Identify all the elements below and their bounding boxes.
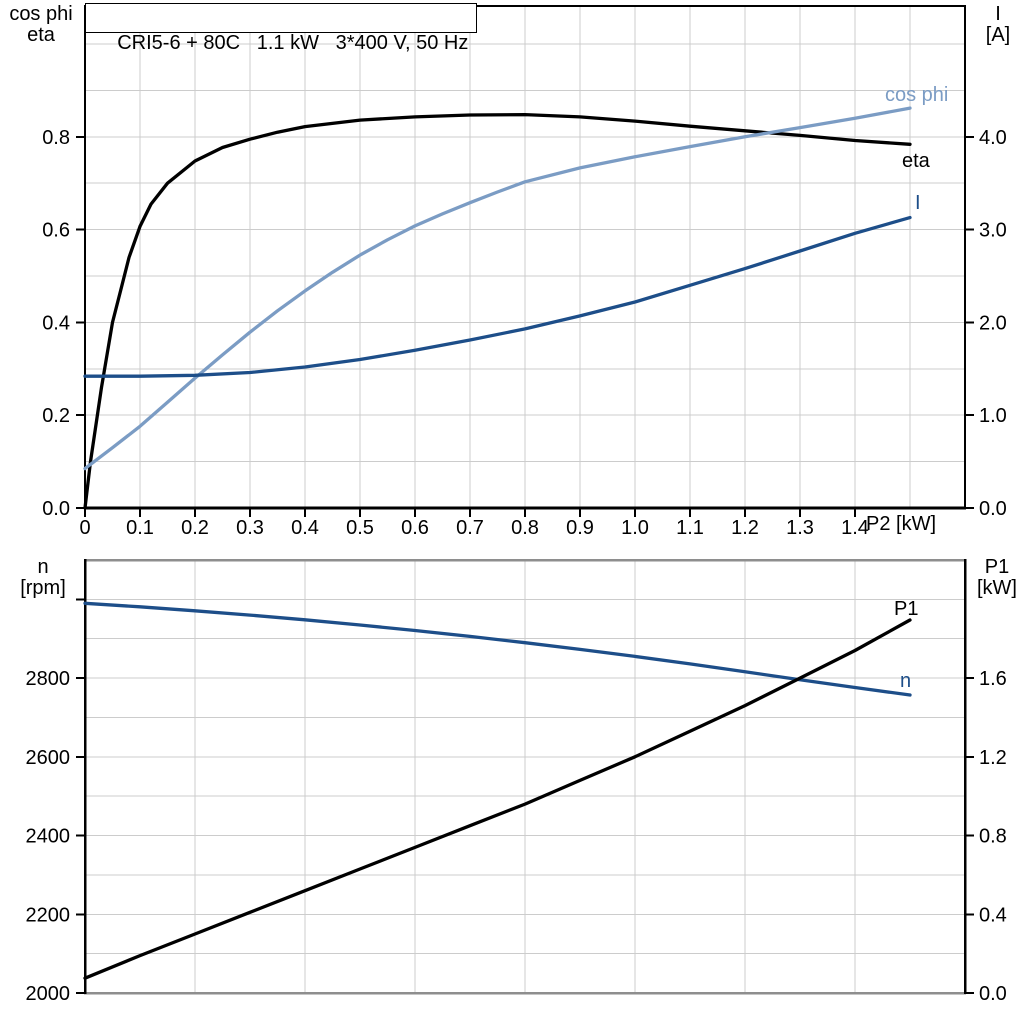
series-curve-I — [83, 215, 912, 378]
y-left-tick-label: 2800 — [26, 668, 71, 690]
y-right-tick-label: 0.0 — [979, 983, 1007, 1005]
bottom-left-axis-header: n [rpm] — [4, 557, 82, 599]
x-tick-label: 0.2 — [181, 517, 209, 539]
y-right-tick-label: 4.0 — [979, 127, 1007, 149]
y-left-tick-label: 0.2 — [42, 405, 70, 427]
bottom-right-axis-header: P1 [kW] — [972, 557, 1022, 599]
y-right-tick-label: 3.0 — [979, 220, 1007, 242]
x-tick-label: 1.2 — [731, 517, 759, 539]
power-axis-label-line2: [kW] — [977, 577, 1017, 599]
y-left-tick-label: 0.4 — [42, 312, 70, 334]
series-curve-n — [83, 601, 912, 697]
speed-axis-label-line2: [rpm] — [20, 577, 66, 599]
y-right-tick-label: 1.2 — [979, 747, 1007, 769]
y-left-tick-label: 0.0 — [42, 498, 70, 520]
curve-label-current: I — [915, 192, 921, 214]
y-left-tick-label: 2200 — [26, 904, 71, 926]
x-tick-label: 1.1 — [676, 517, 704, 539]
y-left-axis-label-line1: cos phi — [9, 3, 73, 25]
x-tick-label: 0.1 — [126, 517, 154, 539]
x-tick-label: 1.0 — [621, 517, 649, 539]
speed-axis-label-line1: n — [37, 556, 49, 578]
chart-title: CRI5-6 + 80C 1.1 kW 3*400 V, 50 Hz — [117, 32, 469, 54]
x-axis-label: P2 [kW] — [866, 513, 937, 535]
y-right-tick-label: 0.0 — [979, 498, 1007, 520]
power-axis-label-line1: P1 — [984, 556, 1010, 578]
series-curve-eta — [83, 112, 912, 510]
y-left-tick-label: 2600 — [26, 747, 71, 769]
y-left-axis-label-line2: eta — [27, 24, 55, 46]
y-right-tick-label: 0.4 — [979, 904, 1007, 926]
x-tick-label: 0.4 — [291, 517, 319, 539]
y-right-axis-label-line2: [A] — [985, 24, 1011, 46]
x-tick-label: 0.7 — [456, 517, 484, 539]
y-left-tick-label: 2000 — [26, 983, 71, 1005]
y-right-tick-label: 1.6 — [979, 668, 1007, 690]
x-tick-label: 1.4 — [841, 517, 869, 539]
curve-label-cos-phi: cos phi — [885, 84, 949, 106]
x-tick-label: 0.8 — [511, 517, 539, 539]
y-right-tick-label: 1.0 — [979, 405, 1007, 427]
curve-label-n: n — [900, 670, 912, 692]
curve-label-eta: eta — [902, 150, 930, 172]
curve-label-p1: P1 — [894, 598, 919, 620]
y-left-tick-label: 0.6 — [42, 220, 70, 242]
top-right-axis-header: I [A] — [975, 4, 1021, 46]
x-tick-label: 0.6 — [401, 517, 429, 539]
top-left-axis-header: cos phi eta — [2, 4, 80, 46]
x-tick-label: 0.9 — [566, 517, 594, 539]
x-tick-label: 0.5 — [346, 517, 374, 539]
series-curve-cos-phi — [83, 106, 912, 471]
x-tick-label: 1.3 — [786, 517, 814, 539]
series-curve-P1 — [83, 618, 912, 980]
y-left-tick-label: 2400 — [26, 826, 71, 848]
chart-title-box: CRI5-6 + 80C 1.1 kW 3*400 V, 50 Hz — [85, 3, 477, 54]
y-right-axis-label-line1: I — [995, 3, 1001, 25]
y-left-tick-label: 0.8 — [42, 127, 70, 149]
x-tick-label: 0 — [79, 517, 90, 539]
x-tick-label: 0.3 — [236, 517, 264, 539]
y-right-tick-label: 2.0 — [979, 312, 1007, 334]
y-right-tick-label: 0.8 — [979, 826, 1007, 848]
